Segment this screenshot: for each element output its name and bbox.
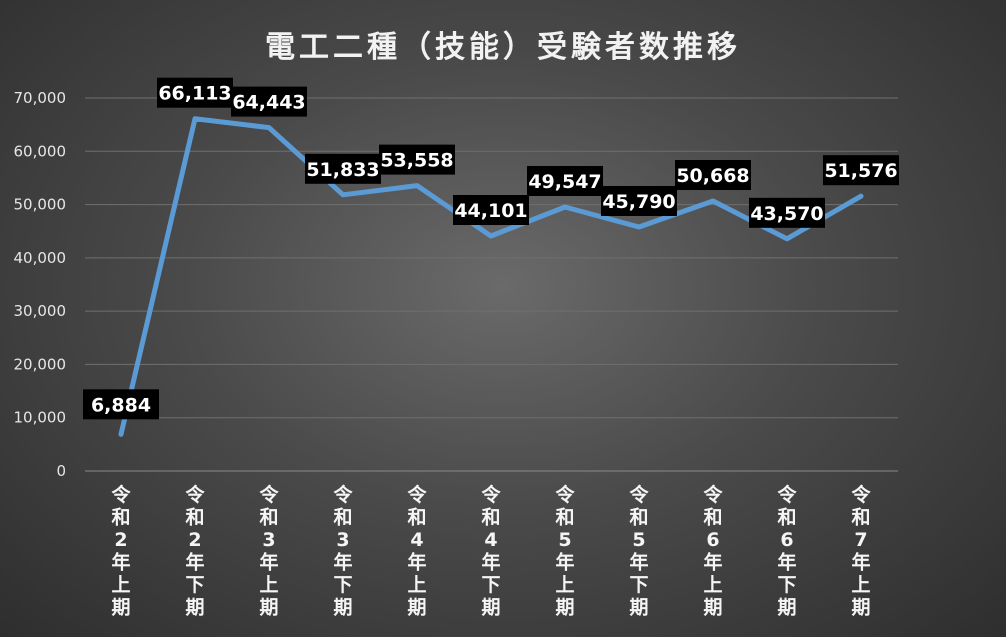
data-label-box	[453, 195, 529, 226]
data-label-box	[527, 165, 603, 196]
x-tick-label: 令和 7 年上期	[851, 483, 871, 619]
data-label-box	[601, 186, 677, 217]
data-label-text: 53,558	[380, 150, 453, 172]
data-label-text: 43,570	[750, 203, 823, 225]
data-label-box	[305, 153, 381, 184]
data-label: 50,668	[675, 160, 751, 191]
data-label-box	[157, 77, 233, 108]
data-label-text: 64,443	[232, 92, 305, 114]
y-tick-label: 30,000	[14, 302, 67, 320]
data-label: 43,570	[749, 197, 825, 228]
x-tick-label: 令和 3 年上期	[259, 483, 279, 619]
data-label-box	[231, 86, 307, 117]
data-label-text: 66,113	[158, 83, 231, 105]
data-label-text: 49,547	[528, 171, 601, 193]
data-label-text: 51,833	[306, 159, 379, 181]
data-label-text: 45,790	[602, 191, 675, 213]
y-tick-label: 70,000	[14, 89, 67, 107]
data-label-box	[675, 160, 751, 191]
x-tick-label: 令和 6 年下期	[777, 483, 797, 619]
x-tick-label: 令和 3 年下期	[333, 483, 353, 619]
data-label: 6,884	[83, 389, 159, 420]
data-label-text: 6,884	[91, 394, 151, 416]
x-tick-label: 令和 5 年上期	[555, 483, 575, 619]
x-tick-label: 令和 5 年下期	[629, 483, 649, 619]
x-tick-label: 令和 6 年上期	[703, 483, 723, 619]
data-label-text: 50,668	[676, 165, 749, 187]
data-label-box	[823, 155, 899, 186]
y-tick-label: 10,000	[14, 409, 67, 427]
data-label-text: 44,101	[454, 200, 527, 222]
y-tick-label: 20,000	[14, 355, 67, 373]
data-label: 45,790	[601, 186, 677, 217]
data-label: 44,101	[453, 195, 529, 226]
data-label-text: 51,576	[824, 160, 897, 182]
data-label: 51,833	[305, 153, 381, 184]
data-label: 49,547	[527, 165, 603, 196]
data-label-box	[749, 197, 825, 228]
x-tick-label: 令和 4 年下期	[481, 483, 501, 619]
y-tick-label: 0	[56, 462, 66, 480]
data-label: 66,113	[157, 77, 233, 108]
chart-title: 電工二種（技能）受験者数推移	[265, 30, 741, 65]
x-tick-label: 令和 2 年下期	[185, 483, 205, 619]
y-tick-label: 40,000	[14, 249, 67, 267]
x-tick-label: 令和 2 年上期	[111, 483, 131, 619]
data-label: 53,558	[379, 144, 455, 175]
x-tick-label: 令和 4 年上期	[407, 483, 427, 619]
data-label-box	[83, 389, 159, 420]
data-label-box	[379, 144, 455, 175]
y-tick-label: 60,000	[14, 142, 67, 160]
y-tick-label: 50,000	[14, 196, 67, 214]
data-label: 64,443	[231, 86, 307, 117]
series-line	[118, 116, 864, 437]
data-label: 51,576	[823, 155, 899, 186]
